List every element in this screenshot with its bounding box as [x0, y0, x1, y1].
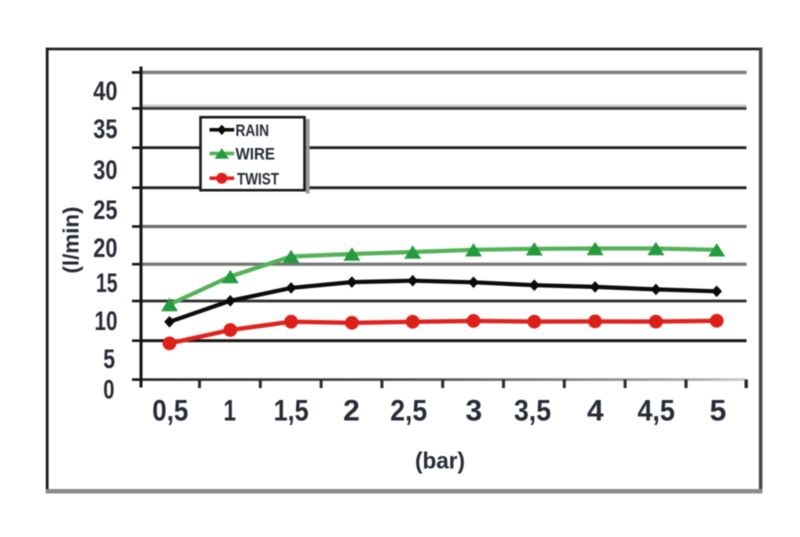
svg-text:WIRE: WIRE	[236, 145, 276, 164]
svg-text:3: 3	[465, 395, 482, 428]
svg-text:(l/min): (l/min)	[59, 207, 84, 274]
svg-text:25: 25	[93, 195, 117, 225]
svg-text:(bar): (bar)	[415, 448, 465, 474]
svg-text:4,5: 4,5	[637, 395, 675, 428]
svg-text:40: 40	[93, 76, 117, 106]
svg-text:30: 30	[93, 155, 117, 185]
svg-text:1: 1	[224, 395, 237, 428]
svg-text:35: 35	[93, 114, 117, 144]
svg-text:5: 5	[103, 344, 115, 374]
svg-text:20: 20	[93, 233, 117, 263]
svg-text:TWIST: TWIST	[237, 169, 279, 188]
svg-text:1,5: 1,5	[274, 395, 309, 428]
svg-text:2,5: 2,5	[390, 395, 427, 428]
svg-text:3,5: 3,5	[514, 395, 551, 428]
svg-text:0,5: 0,5	[152, 395, 188, 428]
svg-text:4: 4	[587, 395, 604, 428]
svg-text:2: 2	[343, 395, 360, 428]
svg-text:RAIN: RAIN	[236, 121, 270, 140]
svg-text:5: 5	[710, 395, 727, 428]
svg-text:10: 10	[95, 306, 118, 336]
svg-text:0: 0	[103, 374, 114, 404]
svg-text:15: 15	[96, 268, 118, 298]
